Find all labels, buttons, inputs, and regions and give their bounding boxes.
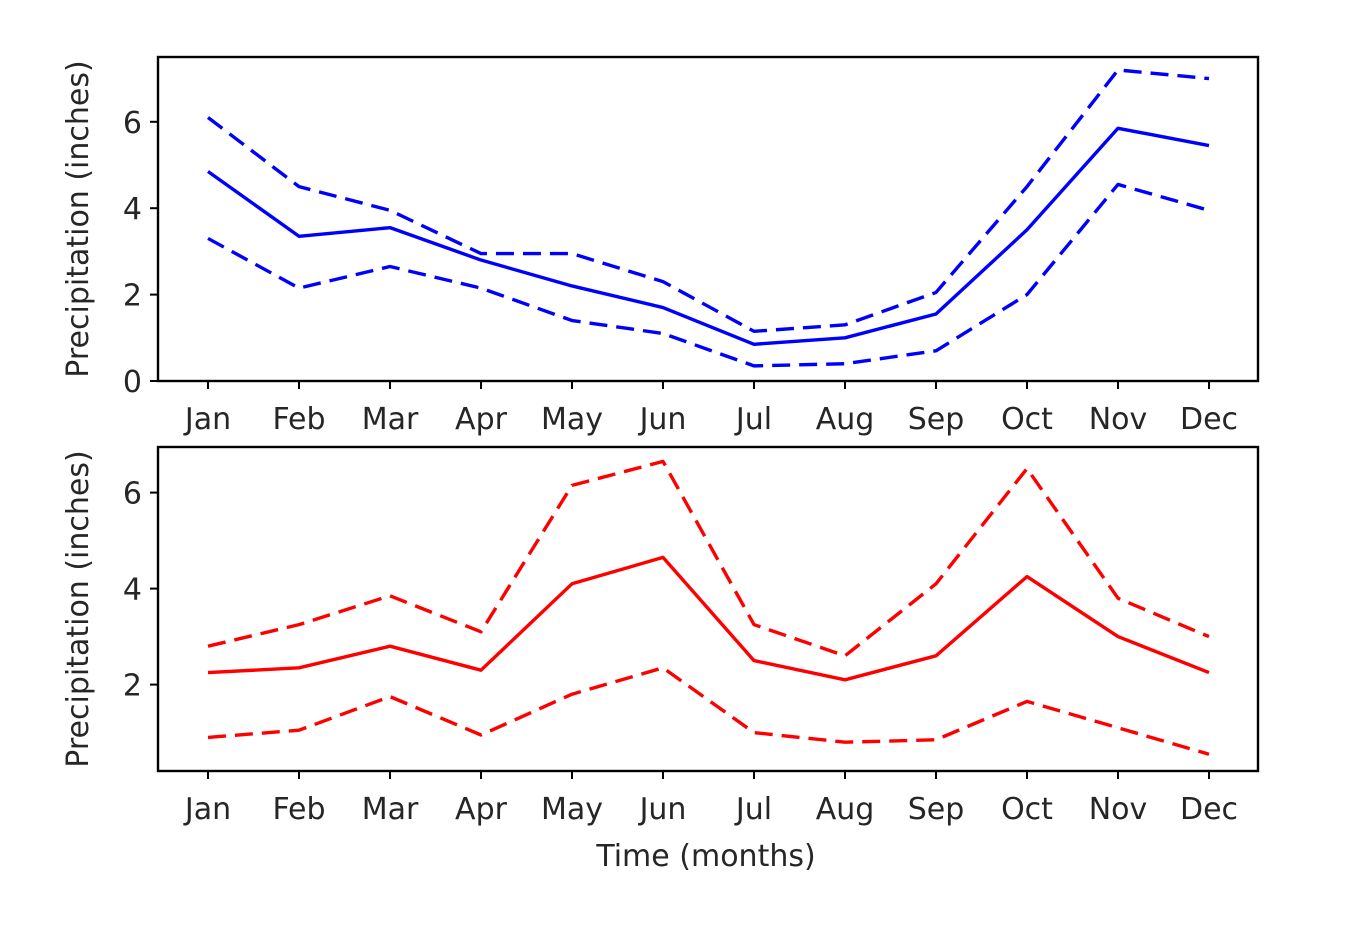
bottom-subplot: Jan Feb Mar Apr May Jun Jul Aug Sep Oct Nov Dec 2 4 6P… — [61, 445, 1260, 874]
y-tick-label: 0 — [123, 365, 142, 400]
y-axis-label: Precipitation (inches) — [61, 450, 96, 767]
x-tick-label: Jul — [734, 402, 772, 437]
x-tick-label: Jan — [183, 792, 231, 827]
series-dashed-line-2 — [207, 182, 1210, 368]
y-axis-label: Precipitation (inches) — [61, 60, 96, 377]
y-tick-label: 2 — [123, 669, 142, 704]
series-dashed-line-0 — [207, 459, 1210, 658]
x-tick-label: Jun — [638, 402, 687, 437]
series-dashed-line-0 — [206, 68, 1210, 334]
x-tick-label: Feb — [272, 792, 325, 827]
axes-frame — [156, 445, 1260, 773]
x-tick-label: Mar — [362, 402, 419, 437]
x-tick-label: Feb — [272, 402, 325, 437]
x-tick-label: Aug — [816, 792, 875, 827]
top-subplot: Jan Feb Mar Apr May Jun Jul Aug Sep Oct Nov Dec 0 2 4 6… — [61, 55, 1260, 437]
x-tick-label: Mar — [362, 792, 419, 827]
x-tick-label: Sep — [908, 792, 965, 827]
x-tick-label: Jun — [638, 792, 687, 827]
x-tick-label: Jul — [734, 792, 772, 827]
x-tick-label: May — [541, 402, 603, 437]
series-dashed-line-2 — [207, 666, 1210, 756]
y-tick-label: 4 — [123, 573, 142, 608]
x-tick-label: Nov — [1089, 792, 1148, 827]
y-tick-label: 2 — [123, 279, 142, 314]
y-tick-label: 6 — [123, 106, 142, 141]
x-tick-label: Apr — [455, 792, 508, 827]
x-tick-label: May — [541, 792, 603, 827]
x-tick-label: Dec — [1180, 792, 1238, 827]
x-tick-label: Aug — [816, 402, 875, 437]
x-tick-label: Sep — [908, 402, 965, 437]
y-tick-label: 6 — [123, 477, 142, 512]
axes-frame — [156, 55, 1260, 383]
x-tick-label: Nov — [1089, 402, 1148, 437]
x-tick-label: Dec — [1180, 402, 1238, 437]
x-tick-label: Jan — [183, 402, 231, 437]
y-tick-label: 4 — [123, 192, 142, 227]
x-tick-label: Oct — [1001, 792, 1053, 827]
x-tick-label: Oct — [1001, 402, 1053, 437]
x-tick-label: Apr — [455, 402, 508, 437]
x-axis-label: Time (months) — [595, 839, 815, 874]
series-solid-line-1 — [207, 555, 1210, 682]
series-solid-line-1 — [207, 126, 1210, 346]
